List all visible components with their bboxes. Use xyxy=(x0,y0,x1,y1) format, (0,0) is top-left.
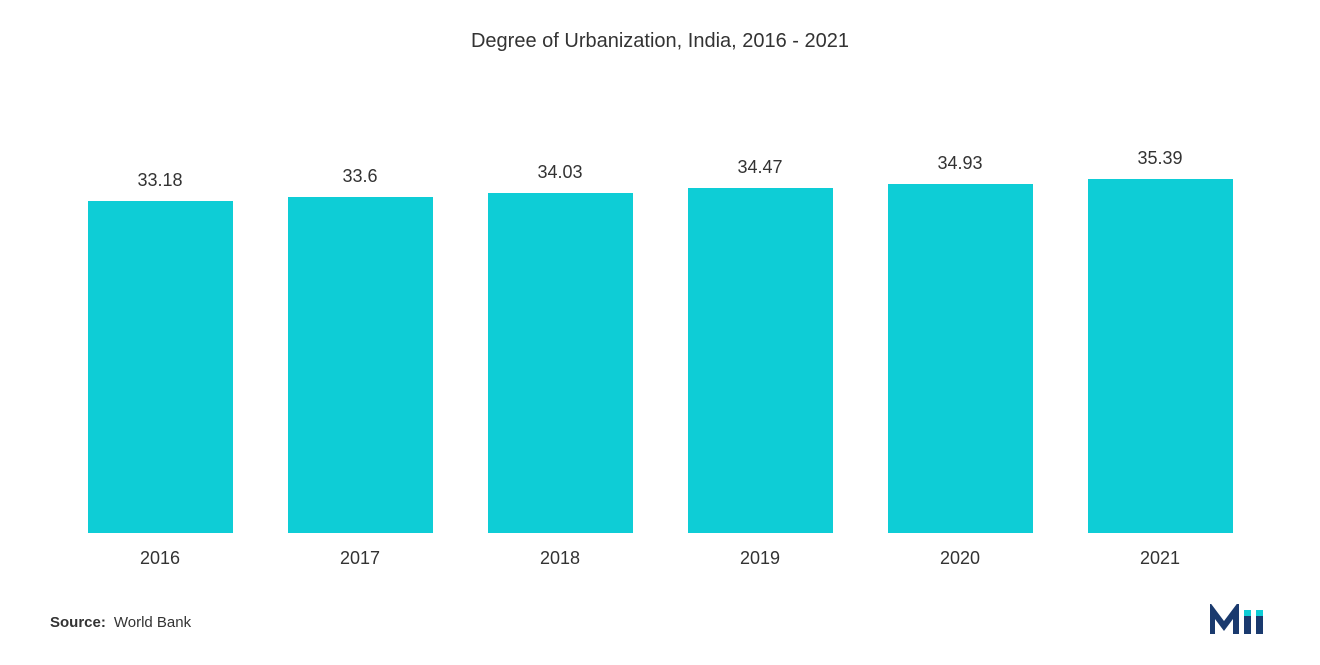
bar-value-label: 34.93 xyxy=(937,153,982,174)
x-axis-label: 2017 xyxy=(285,548,435,569)
source: Source: World Bank xyxy=(50,614,191,631)
bar xyxy=(888,184,1033,533)
bar xyxy=(288,197,433,533)
x-axis-label: 2020 xyxy=(885,548,1035,569)
bar-group: 34.03 xyxy=(485,162,635,533)
bar-value-label: 34.47 xyxy=(737,157,782,178)
x-axis-label: 2019 xyxy=(685,548,835,569)
x-axis-label: 2021 xyxy=(1085,548,1235,569)
source-label: Source: xyxy=(50,614,106,631)
x-axis-label: 2018 xyxy=(485,548,635,569)
mordor-logo-icon xyxy=(1210,604,1270,640)
chart-title: Degree of Urbanization, India, 2016 - 20… xyxy=(40,30,1280,53)
footer: Source: World Bank xyxy=(50,604,1270,640)
bar-value-label: 33.6 xyxy=(342,166,377,187)
x-axis-label: 2016 xyxy=(85,548,235,569)
bar-group: 34.93 xyxy=(885,153,1035,533)
bar-value-label: 33.18 xyxy=(137,170,182,191)
chart-area: 33.18 33.6 34.03 34.47 34.93 35.39 xyxy=(40,93,1280,533)
bar xyxy=(688,188,833,533)
bar xyxy=(1088,179,1233,533)
bar-group: 33.18 xyxy=(85,170,235,533)
bar-group: 33.6 xyxy=(285,166,435,533)
bar-group: 34.47 xyxy=(685,157,835,533)
bar xyxy=(488,193,633,533)
bar-value-label: 35.39 xyxy=(1137,148,1182,169)
bar xyxy=(88,201,233,533)
bar-group: 35.39 xyxy=(1085,148,1235,533)
source-value: World Bank xyxy=(114,614,191,631)
x-axis: 2016 2017 2018 2019 2020 2021 xyxy=(40,533,1280,569)
bar-value-label: 34.03 xyxy=(537,162,582,183)
